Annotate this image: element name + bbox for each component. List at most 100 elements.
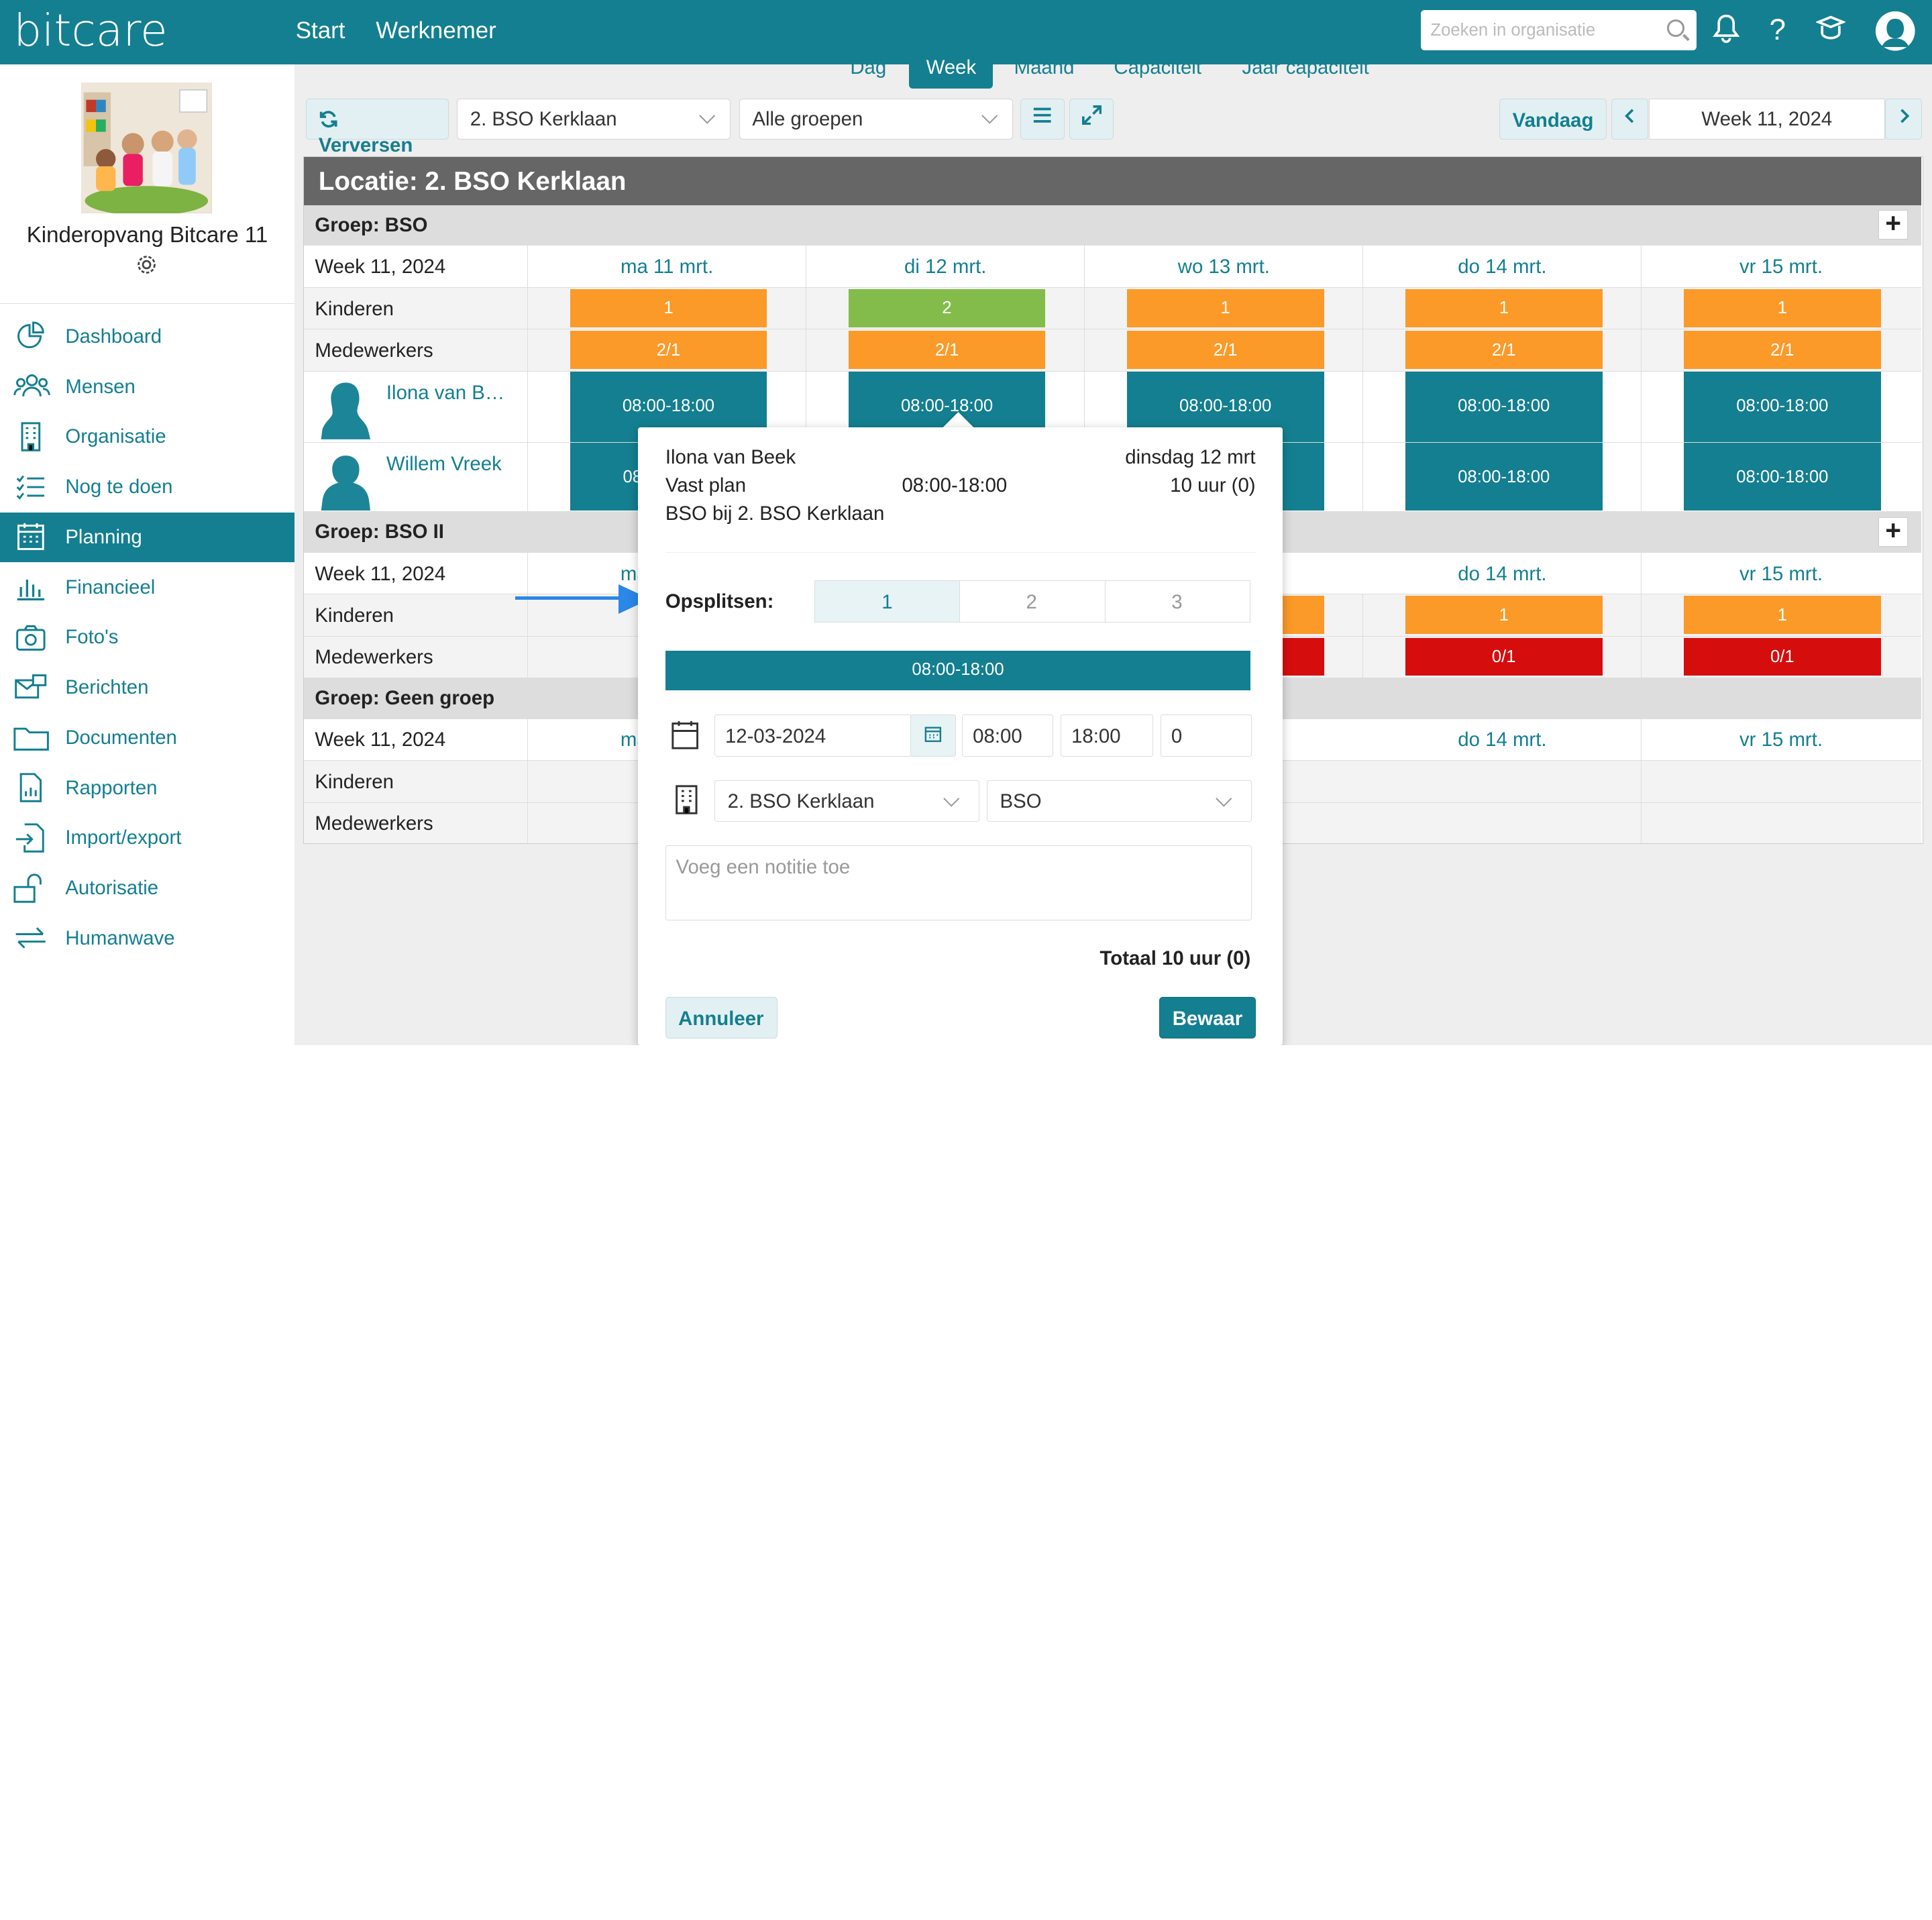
help-icon[interactable]: ? xyxy=(1769,13,1786,47)
nav-start[interactable]: Start xyxy=(295,17,345,44)
organization-name: Kinderopvang Bitcare 11 xyxy=(26,223,268,248)
start-time-input[interactable]: 08:00 xyxy=(962,714,1054,757)
camera-icon xyxy=(13,623,48,652)
kinderen-count[interactable]: 1 xyxy=(1405,288,1603,327)
row-label: Medewerkers xyxy=(304,636,529,678)
expand-button[interactable] xyxy=(1069,98,1114,140)
bitcare-logo[interactable]: bitcare xyxy=(13,5,168,57)
split-option-1[interactable]: 1 xyxy=(814,580,960,623)
refresh-button[interactable]: Verversen xyxy=(305,98,449,156)
day-header[interactable]: di 12 mrt. xyxy=(904,256,987,278)
day-header[interactable]: do 14 mrt. xyxy=(1458,562,1547,585)
group-select[interactable]: Alle groepen xyxy=(739,98,1013,140)
sidebar-item-rapporten[interactable]: Rapporten xyxy=(0,763,294,813)
kinderen-row: Kinderen 1 2 1 1 1 xyxy=(303,287,1922,330)
medewerkers-ratio[interactable]: 2/1 xyxy=(848,331,1046,370)
list-view-button[interactable] xyxy=(1020,98,1065,140)
education-icon[interactable] xyxy=(1815,13,1847,50)
sidebar-item-label: Mensen xyxy=(65,375,136,398)
kinderen-count[interactable]: 1 xyxy=(1126,288,1324,327)
sidebar-item-organisatie[interactable]: Organisatie xyxy=(0,412,294,462)
group-title: Groep: BSO II xyxy=(315,521,444,543)
sidebar-item-mensen[interactable]: Mensen xyxy=(0,362,294,412)
search-input[interactable]: Zoeken in organisatie xyxy=(1420,9,1697,51)
end-time-input[interactable]: 18:00 xyxy=(1061,714,1154,757)
group-select[interactable]: BSO xyxy=(987,780,1252,822)
shift-block[interactable]: 08:00-18:00 xyxy=(1683,371,1881,442)
bell-icon[interactable] xyxy=(1713,13,1740,50)
tab-maand[interactable]: Maand xyxy=(1014,56,1075,79)
previous-week-button[interactable] xyxy=(1611,98,1649,140)
gear-icon[interactable] xyxy=(136,254,158,281)
day-header[interactable]: wo 13 mrt. xyxy=(1177,256,1270,278)
break-input[interactable]: 0 xyxy=(1161,714,1252,757)
employee-avatar-icon xyxy=(321,382,370,439)
group-title: Groep: Geen groep xyxy=(315,687,495,710)
save-button[interactable]: Bewaar xyxy=(1159,996,1256,1039)
sidebar-item-planning[interactable]: Planning xyxy=(0,512,294,563)
medewerkers-ratio[interactable]: 2/1 xyxy=(1683,331,1881,370)
sidebar-item-humanwave[interactable]: Humanwave xyxy=(0,914,294,964)
profile-avatar-icon[interactable] xyxy=(1874,10,1916,58)
tab-jaar-capaciteit[interactable]: Jaar capaciteit xyxy=(1242,56,1369,79)
medewerkers-ratio[interactable]: 2/1 xyxy=(1405,331,1603,370)
checklist-icon xyxy=(13,472,48,502)
shift-block[interactable]: 08:00-18:00 xyxy=(1405,371,1603,442)
day-header[interactable]: vr 15 mrt. xyxy=(1739,562,1823,585)
sidebar-item-financieel[interactable]: Financieel xyxy=(0,562,294,612)
refresh-label: Verversen xyxy=(318,134,413,157)
kinderen-count[interactable]: 1 xyxy=(1405,596,1603,635)
sidebar-item-import-export[interactable]: Import/export xyxy=(0,813,294,863)
date-input[interactable]: 12-03-2024 xyxy=(714,714,912,757)
split-option-2[interactable]: 2 xyxy=(958,580,1106,623)
add-button[interactable]: + xyxy=(1878,209,1909,240)
split-option-3[interactable]: 3 xyxy=(1104,580,1251,623)
kinderen-count[interactable]: 1 xyxy=(570,288,767,327)
tab-week[interactable]: Week xyxy=(909,54,994,89)
nav-werknemer[interactable]: Werknemer xyxy=(376,17,496,44)
medewerkers-ratio[interactable]: 0/1 xyxy=(1683,637,1881,676)
tab-dag[interactable]: Dag xyxy=(850,56,887,79)
chevron-right-icon xyxy=(1900,109,1909,123)
next-week-button[interactable] xyxy=(1885,98,1923,140)
medewerkers-ratio[interactable]: 2/1 xyxy=(1126,331,1324,370)
day-header[interactable]: do 14 mrt. xyxy=(1458,729,1547,751)
day-header[interactable]: vr 15 mrt. xyxy=(1739,256,1823,278)
kinderen-count[interactable]: 1 xyxy=(1683,596,1881,635)
today-button[interactable]: Vandaag xyxy=(1499,98,1607,140)
sidebar-item-documenten[interactable]: Documenten xyxy=(0,713,294,763)
employee-name[interactable]: Willem Vreek xyxy=(386,453,502,476)
sidebar-item-nog-te-doen[interactable]: Nog te doen xyxy=(0,462,294,513)
organization-photo xyxy=(81,83,212,213)
calendar-icon xyxy=(925,727,942,743)
chevron-down-icon xyxy=(1216,790,1232,806)
date-picker-button[interactable] xyxy=(910,714,957,757)
day-header[interactable]: do 14 mrt. xyxy=(1458,256,1547,278)
sidebar-item-label: Organisatie xyxy=(65,425,166,448)
swap-icon xyxy=(13,923,48,953)
sidebar-item-autorisatie[interactable]: Autorisatie xyxy=(0,863,294,914)
tab-capaciteit[interactable]: Capaciteit xyxy=(1114,56,1201,79)
shift-block[interactable]: 08:00-18:00 xyxy=(1683,443,1881,511)
kinderen-count[interactable]: 2 xyxy=(848,288,1046,327)
employee-name[interactable]: Ilona van B… xyxy=(386,381,505,404)
add-button[interactable]: + xyxy=(1878,516,1909,547)
calendar-icon xyxy=(13,522,48,551)
day-header[interactable]: vr 15 mrt. xyxy=(1739,729,1823,751)
kinderen-count[interactable]: 1 xyxy=(1683,288,1881,327)
row-label: Kinderen xyxy=(304,287,529,329)
day-header[interactable]: ma 11 mrt. xyxy=(621,256,714,278)
medewerkers-ratio[interactable]: 0/1 xyxy=(1405,637,1603,676)
search-icon[interactable] xyxy=(1667,19,1684,38)
sidebar-item-dashboard[interactable]: Dashboard xyxy=(0,312,294,362)
shift-block[interactable]: 08:00-18:00 xyxy=(1405,443,1603,511)
shift-timeline-bar[interactable]: 08:00-18:00 xyxy=(665,650,1251,690)
location-select[interactable]: 2. BSO Kerklaan xyxy=(714,780,980,822)
medewerkers-ratio[interactable]: 2/1 xyxy=(570,331,767,370)
note-textarea[interactable]: Voeg een notitie toe xyxy=(665,845,1252,920)
location-select-value: 2. BSO Kerklaan xyxy=(727,790,875,813)
sidebar-item-berichten[interactable]: Berichten xyxy=(0,663,294,713)
location-select[interactable]: 2. BSO Kerklaan xyxy=(457,98,731,140)
cancel-button[interactable]: Annuleer xyxy=(665,996,777,1039)
sidebar-item-fotos[interactable]: Foto's xyxy=(0,612,294,663)
